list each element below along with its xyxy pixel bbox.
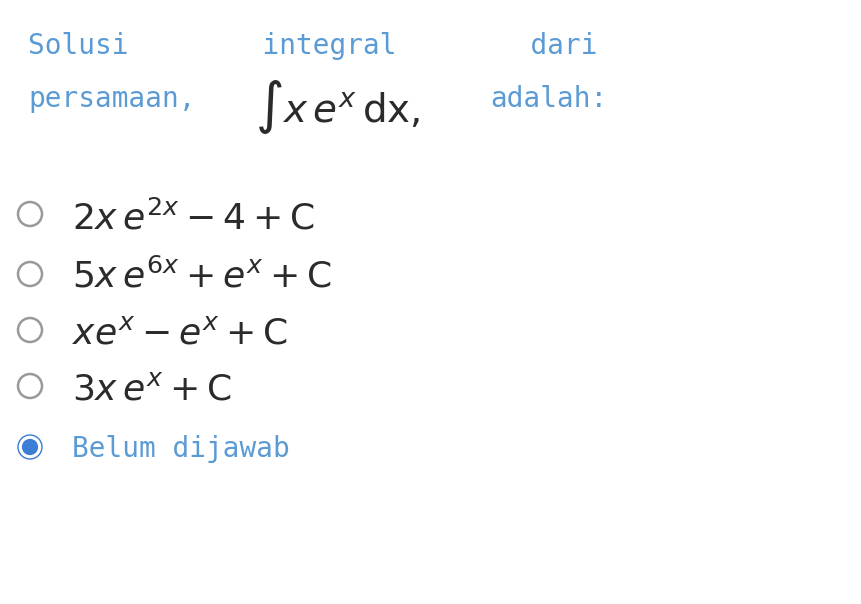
Text: $\mathit{x}\mathit{e}^{\mathit{x}}-\mathit{e}^{\mathit{x}}+\mathrm{C}$: $\mathit{x}\mathit{e}^{\mathit{x}}-\math… <box>72 316 288 350</box>
Text: Belum dijawab: Belum dijawab <box>72 435 289 463</box>
Circle shape <box>20 437 40 458</box>
Text: $\int \mathit{x}\,\mathit{e}^{\mathit{x}}\,\mathrm{dx},$: $\int \mathit{x}\,\mathit{e}^{\mathit{x}… <box>255 78 420 136</box>
Text: $\mathit{5x}\,\mathit{e}^{\mathit{6x}}+\mathit{e}^{\mathit{x}}+\mathrm{C}$: $\mathit{5x}\,\mathit{e}^{\mathit{6x}}+\… <box>72 258 331 294</box>
Text: Solusi        integral        dari: Solusi integral dari <box>28 32 597 60</box>
Circle shape <box>18 435 42 459</box>
Text: persamaan,: persamaan, <box>28 85 195 113</box>
Circle shape <box>22 440 37 454</box>
Text: $\mathit{2x}\,\mathit{e}^{\mathit{2x}}-4+\mathrm{C}$: $\mathit{2x}\,\mathit{e}^{\mathit{2x}}-4… <box>72 200 315 236</box>
Text: $\mathit{3x}\,\mathit{e}^{\mathit{x}}+\mathrm{C}$: $\mathit{3x}\,\mathit{e}^{\mathit{x}}+\m… <box>72 372 232 406</box>
Text: adalah:: adalah: <box>489 85 606 113</box>
